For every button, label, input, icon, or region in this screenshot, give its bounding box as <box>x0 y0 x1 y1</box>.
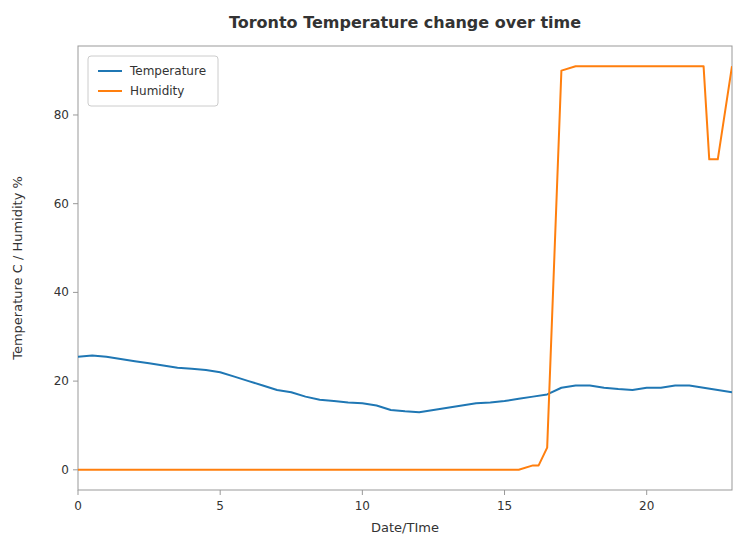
legend-label: Temperature <box>129 64 206 78</box>
y-axis-label: Temperature C / Humidity % <box>10 176 25 361</box>
x-tick <box>362 490 363 495</box>
line <box>78 66 732 470</box>
y-tick-label: 0 <box>61 463 69 477</box>
plot-area <box>78 66 732 470</box>
legend-swatch <box>98 70 122 72</box>
line <box>78 355 732 412</box>
legend-box <box>88 56 218 106</box>
legend: Temperature Humidity <box>88 56 218 106</box>
legend-swatch <box>98 90 122 92</box>
y-tick-label: 40 <box>54 285 69 299</box>
x-tick-label: 0 <box>74 499 82 513</box>
y-tick <box>73 292 78 293</box>
x-tick <box>646 490 647 495</box>
y-tick-label: 80 <box>54 108 69 122</box>
y-tick <box>73 469 78 470</box>
plot-frame <box>78 46 732 490</box>
x-tick-label: 5 <box>216 499 224 513</box>
y-tick-label: 60 <box>54 197 69 211</box>
y-tick <box>73 114 78 115</box>
title: Toronto Temperature change over time <box>229 13 581 32</box>
x-tick-label: 15 <box>497 499 512 513</box>
x-axis-label: Date/TIme <box>371 520 439 535</box>
y-tick <box>73 203 78 204</box>
x-tick <box>504 490 505 495</box>
chart: 0 5 10 15 20 0 20 40 60 80 Toronto Temperature cha… <box>0 0 754 548</box>
y-axis: 0 20 40 60 80 <box>54 108 78 477</box>
x-tick <box>78 490 79 495</box>
legend-label: Humidity <box>130 84 184 98</box>
y-tick-label: 20 <box>54 374 69 388</box>
y-tick <box>73 381 78 382</box>
x-tick-label: 20 <box>639 499 654 513</box>
x-tick-label: 10 <box>355 499 370 513</box>
x-tick <box>220 490 221 495</box>
x-axis: 0 5 10 15 20 <box>74 490 654 513</box>
